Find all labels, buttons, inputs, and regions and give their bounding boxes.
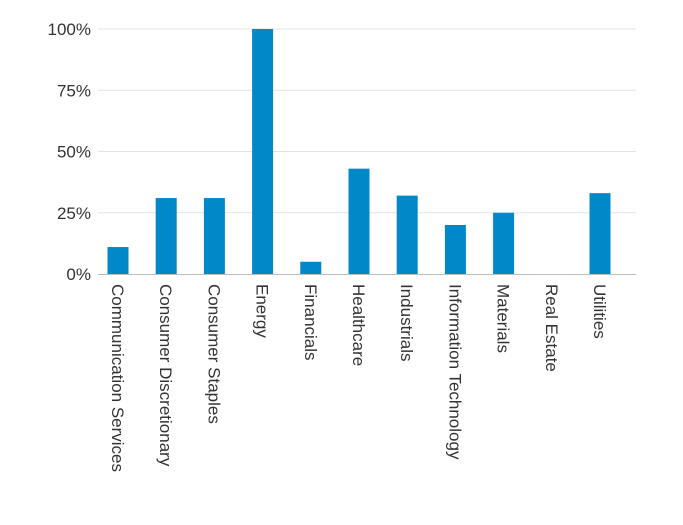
- bar: [589, 193, 611, 274]
- bars: [107, 29, 611, 274]
- y-tick-label: 75%: [57, 81, 91, 100]
- x-category-label: Industrials: [397, 284, 416, 361]
- bar: [493, 212, 515, 274]
- x-category-label: Utilities: [590, 284, 609, 339]
- x-category-label: Consumer Staples: [204, 284, 223, 424]
- bar: [300, 261, 322, 274]
- y-tick-label: 100%: [48, 20, 91, 39]
- x-category-label: Materials: [494, 284, 513, 353]
- y-axis-tick-labels: 0% 25% 50% 75% 100%: [48, 20, 91, 284]
- x-category-label: Consumer Discretionary: [156, 284, 175, 467]
- x-category-label: Information Technology: [445, 284, 464, 460]
- bar: [348, 168, 370, 274]
- y-tick-label: 25%: [57, 204, 91, 223]
- y-tick-label: 0%: [66, 265, 91, 284]
- x-category-label: Energy: [253, 284, 272, 338]
- x-category-label: Communication Services: [108, 284, 127, 472]
- bar: [444, 225, 466, 274]
- x-axis-category-labels: Communication Services Consumer Discretio…: [108, 284, 609, 472]
- bar: [252, 29, 274, 274]
- bar: [107, 247, 129, 274]
- bar: [203, 198, 225, 274]
- x-category-label: Financials: [301, 284, 320, 361]
- x-category-label: Healthcare: [349, 284, 368, 366]
- bar: [396, 195, 418, 274]
- x-category-label: Real Estate: [542, 284, 561, 372]
- y-tick-label: 50%: [57, 143, 91, 162]
- bar: [155, 198, 177, 274]
